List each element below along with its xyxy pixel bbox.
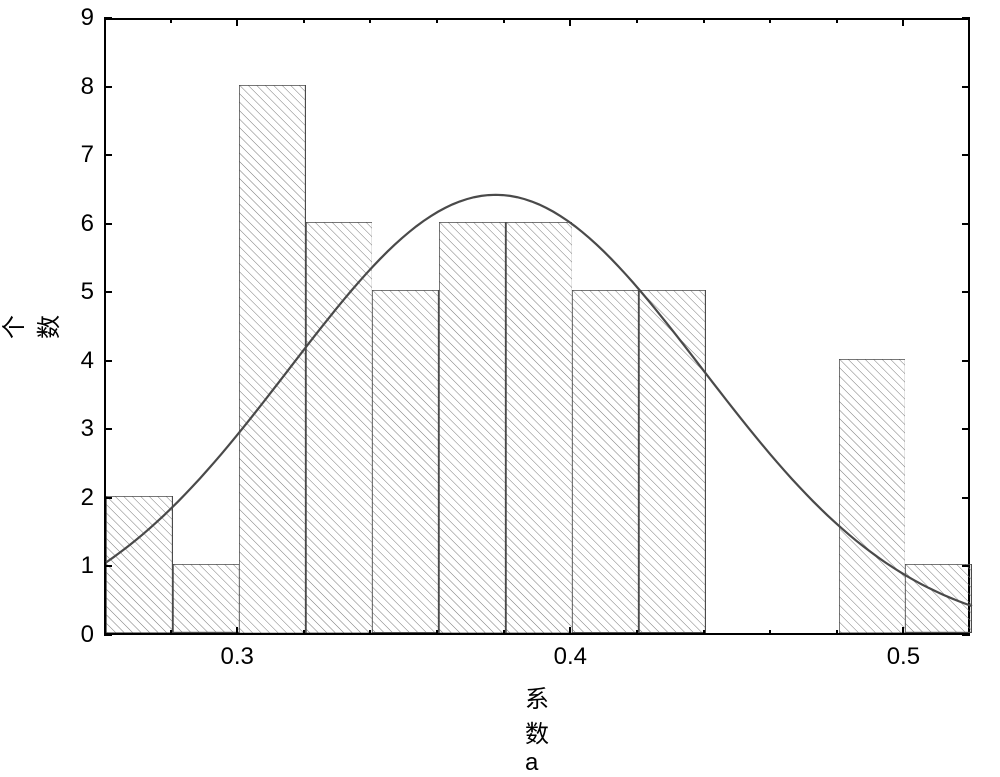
x-minor-tick-mark: [170, 18, 172, 23]
y-tick-mark: [104, 497, 112, 499]
y-tick-mark: [962, 360, 970, 362]
y-tick-mark: [962, 565, 970, 567]
x-minor-tick-mark: [170, 630, 172, 635]
y-tick-label: 8: [64, 73, 94, 101]
x-tick-mark: [902, 18, 904, 26]
y-tick-label: 7: [64, 141, 94, 169]
y-tick-mark: [104, 17, 112, 19]
y-tick-label: 6: [64, 210, 94, 238]
y-tick-mark: [104, 154, 112, 156]
y-tick-mark: [104, 360, 112, 362]
y-tick-mark: [104, 634, 112, 636]
x-minor-tick-mark: [503, 630, 505, 635]
x-minor-tick-mark: [369, 18, 371, 23]
y-tick-mark: [962, 154, 970, 156]
fit-curve: [106, 20, 972, 637]
y-tick-mark: [962, 634, 970, 636]
y-tick-mark: [104, 86, 112, 88]
x-minor-tick-mark: [436, 630, 438, 635]
y-tick-mark: [962, 291, 970, 293]
x-tick-label: 0.3: [221, 643, 254, 671]
x-minor-tick-mark: [769, 18, 771, 23]
y-tick-mark: [104, 428, 112, 430]
x-tick-mark: [236, 18, 238, 26]
x-axis-label: 系数a: [525, 679, 549, 777]
plot-area: [104, 18, 970, 635]
x-tick-mark: [902, 627, 904, 635]
x-minor-tick-mark: [836, 18, 838, 23]
x-minor-tick-mark: [503, 18, 505, 23]
x-minor-tick-mark: [303, 630, 305, 635]
x-minor-tick-mark: [636, 630, 638, 635]
x-minor-tick-mark: [303, 18, 305, 23]
y-tick-mark: [104, 291, 112, 293]
y-tick-label: 9: [64, 4, 94, 32]
x-minor-tick-mark: [436, 18, 438, 23]
y-tick-label: 5: [64, 278, 94, 306]
y-tick-label: 4: [64, 347, 94, 375]
x-tick-mark: [236, 627, 238, 635]
y-tick-mark: [962, 497, 970, 499]
x-minor-tick-mark: [703, 630, 705, 635]
y-tick-mark: [962, 428, 970, 430]
y-tick-label: 3: [64, 415, 94, 443]
x-minor-tick-mark: [703, 18, 705, 23]
x-minor-tick-mark: [769, 630, 771, 635]
x-tick-label: 0.4: [554, 643, 587, 671]
y-tick-mark: [104, 223, 112, 225]
y-tick-label: 1: [64, 552, 94, 580]
y-tick-mark: [104, 565, 112, 567]
x-minor-tick-mark: [836, 630, 838, 635]
y-tick-label: 0: [64, 621, 94, 649]
y-axis-label: 个数: [0, 315, 64, 339]
y-tick-label: 2: [64, 484, 94, 512]
x-minor-tick-mark: [636, 18, 638, 23]
y-tick-mark: [962, 223, 970, 225]
x-tick-mark: [569, 627, 571, 635]
y-tick-mark: [962, 86, 970, 88]
x-tick-label: 0.5: [887, 643, 920, 671]
y-tick-mark: [962, 17, 970, 19]
x-tick-mark: [569, 18, 571, 26]
x-minor-tick-mark: [369, 630, 371, 635]
